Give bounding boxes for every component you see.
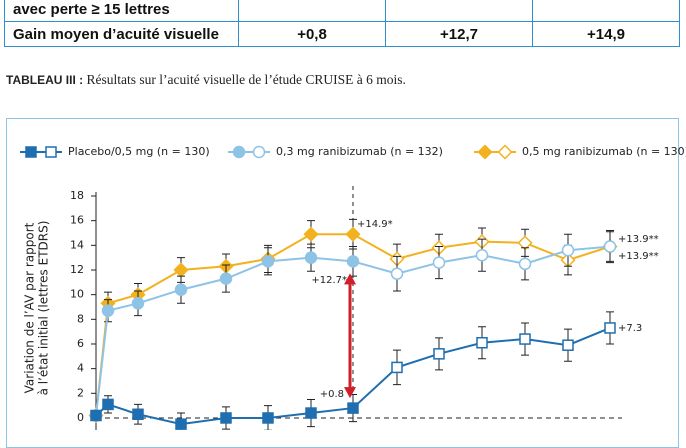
cell: +0,8 <box>238 21 386 47</box>
y-tick-label: 2 <box>77 386 84 399</box>
series-line <box>95 245 611 416</box>
legend-label: Placebo/0,5 mg (n = 130) <box>68 145 210 158</box>
row-label: Gain moyen d’acuité visuelle <box>4 21 239 47</box>
results-table: avec perte ≥ 15 lettres Gain moyen d’acu… <box>4 0 680 47</box>
y-axis-label: Variation de l’AV par rapport <box>23 222 37 393</box>
data-point <box>305 407 317 419</box>
data-point <box>131 297 145 310</box>
data-point <box>476 336 488 349</box>
data-point <box>219 272 233 285</box>
legend-marker <box>252 145 266 159</box>
y-tick-label: 10 <box>70 288 84 301</box>
data-point <box>347 402 359 414</box>
data-point <box>304 251 318 264</box>
data-point <box>561 244 575 257</box>
data-point <box>432 256 446 269</box>
data-point <box>518 257 532 271</box>
legend-marker <box>232 145 246 159</box>
data-point <box>132 408 144 421</box>
annotation: +0.8 <box>320 389 344 400</box>
table-row: Gain moyen d’acuité visuelle +0,8 +12,7 … <box>4 21 680 47</box>
data-point <box>102 398 114 411</box>
legend-marker <box>45 146 57 158</box>
page: {"table": {"rows": [ {"label": "avec per… <box>4 0 686 448</box>
data-point <box>519 333 531 345</box>
data-point <box>346 255 360 268</box>
data-point <box>261 255 275 268</box>
legend-marker <box>25 146 37 158</box>
data-point <box>262 412 274 424</box>
caption-text: Résultats sur l’acuité visuelle de l’étu… <box>86 72 406 87</box>
annotation: +7.3 <box>618 323 642 334</box>
cell: +12,7 <box>385 21 533 47</box>
cell: +14,9 <box>532 21 680 47</box>
legend-marker <box>477 144 493 160</box>
y-tick-label: 0 <box>77 411 84 424</box>
data-point <box>345 226 361 242</box>
annotation: +12.7* <box>311 275 347 286</box>
y-tick-label: 12 <box>70 263 84 276</box>
data-point <box>562 339 574 351</box>
y-tick-label: 14 <box>70 238 84 251</box>
data-point <box>173 262 189 278</box>
legend-label: 0,3 mg ranibizumab (n = 132) <box>276 145 443 158</box>
data-point <box>604 322 616 334</box>
data-point <box>390 267 404 280</box>
chart: Variation de l’AV par rapport à l’état in… <box>20 144 686 430</box>
annotation: +13.9** <box>618 251 659 262</box>
y-tick-label: 6 <box>77 337 84 350</box>
caption: TABLEAU III : Résultats sur l’acuité vis… <box>6 72 406 88</box>
arrow-head <box>344 387 356 399</box>
data-point <box>475 248 489 262</box>
data-point <box>90 409 102 422</box>
data-point <box>101 304 115 317</box>
annotation: +14.9* <box>357 219 393 230</box>
y-axis-label: à l’état initial (lettres ETDRS) <box>37 221 51 396</box>
legend-label: 0,5 mg ranibizumab (n = 130) <box>522 145 686 158</box>
data-point <box>603 240 617 253</box>
arrow-head <box>344 273 356 285</box>
annotation: +13.9** <box>618 234 659 245</box>
y-tick-label: 8 <box>77 312 84 325</box>
caption-label: TABLEAU III : <box>6 73 84 87</box>
data-point <box>174 283 188 296</box>
data-point <box>433 348 445 360</box>
data-point <box>391 361 403 374</box>
y-tick-label: 18 <box>70 189 84 202</box>
row-label: avec perte ≥ 15 lettres <box>4 0 239 22</box>
data-point <box>175 418 187 430</box>
legend-marker <box>497 144 513 160</box>
data-point <box>220 412 232 424</box>
data-point <box>303 226 319 242</box>
y-tick-label: 4 <box>77 362 84 375</box>
y-tick-label: 16 <box>70 214 84 227</box>
series-line <box>95 327 611 426</box>
